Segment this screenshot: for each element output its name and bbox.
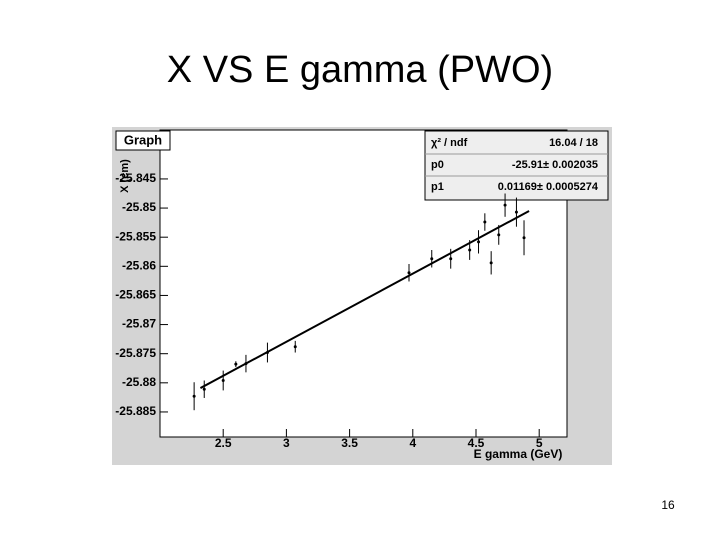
stats-value: 16.04 / 18 <box>549 137 598 149</box>
stats-box <box>424 130 609 201</box>
point <box>407 271 411 275</box>
point <box>489 261 493 265</box>
legend-label: Graph <box>124 132 162 147</box>
point <box>503 203 507 207</box>
y-tick-label: -25.88 <box>122 375 156 389</box>
page-number: 16 <box>661 498 675 512</box>
point <box>449 257 453 261</box>
x-tick-label: 4 <box>409 436 416 450</box>
point <box>514 210 518 214</box>
fit-line <box>199 210 530 389</box>
point <box>468 248 472 252</box>
point <box>522 236 526 240</box>
x-axis-label: E gamma (GeV) <box>474 447 563 461</box>
point <box>234 362 238 366</box>
point <box>497 233 501 237</box>
stats-value: 0.01169± 0.0005274 <box>498 181 599 193</box>
slide-title: X VS E gamma (PWO) <box>167 49 553 91</box>
y-tick-label: -25.865 <box>115 288 156 302</box>
point <box>430 257 434 261</box>
y-tick-label: -25.87 <box>122 317 156 331</box>
point <box>221 378 225 382</box>
point <box>192 394 196 398</box>
x-tick-label: 5 <box>536 436 543 450</box>
y-tick-label: -25.85 <box>122 200 156 214</box>
stats-name: χ² / ndf <box>431 137 468 149</box>
y-tick-label: -25.855 <box>115 229 156 243</box>
x-tick-label: 3.5 <box>341 436 358 450</box>
point <box>293 345 297 349</box>
y-tick-label: -25.86 <box>122 258 156 272</box>
y-tick-label: -25.885 <box>115 404 156 418</box>
y-axis-label: X (cm) <box>119 159 131 193</box>
y-tick-label: -25.875 <box>115 346 156 360</box>
x-tick-label: 3 <box>283 436 290 450</box>
point <box>483 220 487 224</box>
stats-name: p1 <box>431 181 444 193</box>
stats-name: p0 <box>431 159 444 171</box>
stats-value: -25.91± 0.002035 <box>512 159 598 171</box>
legend-box <box>115 130 171 151</box>
x-tick-label: 4.5 <box>468 436 485 450</box>
point <box>202 387 206 391</box>
y-tick-label: -25.845 <box>115 171 156 185</box>
x-tick-label: 2.5 <box>215 436 232 450</box>
point <box>477 240 481 244</box>
